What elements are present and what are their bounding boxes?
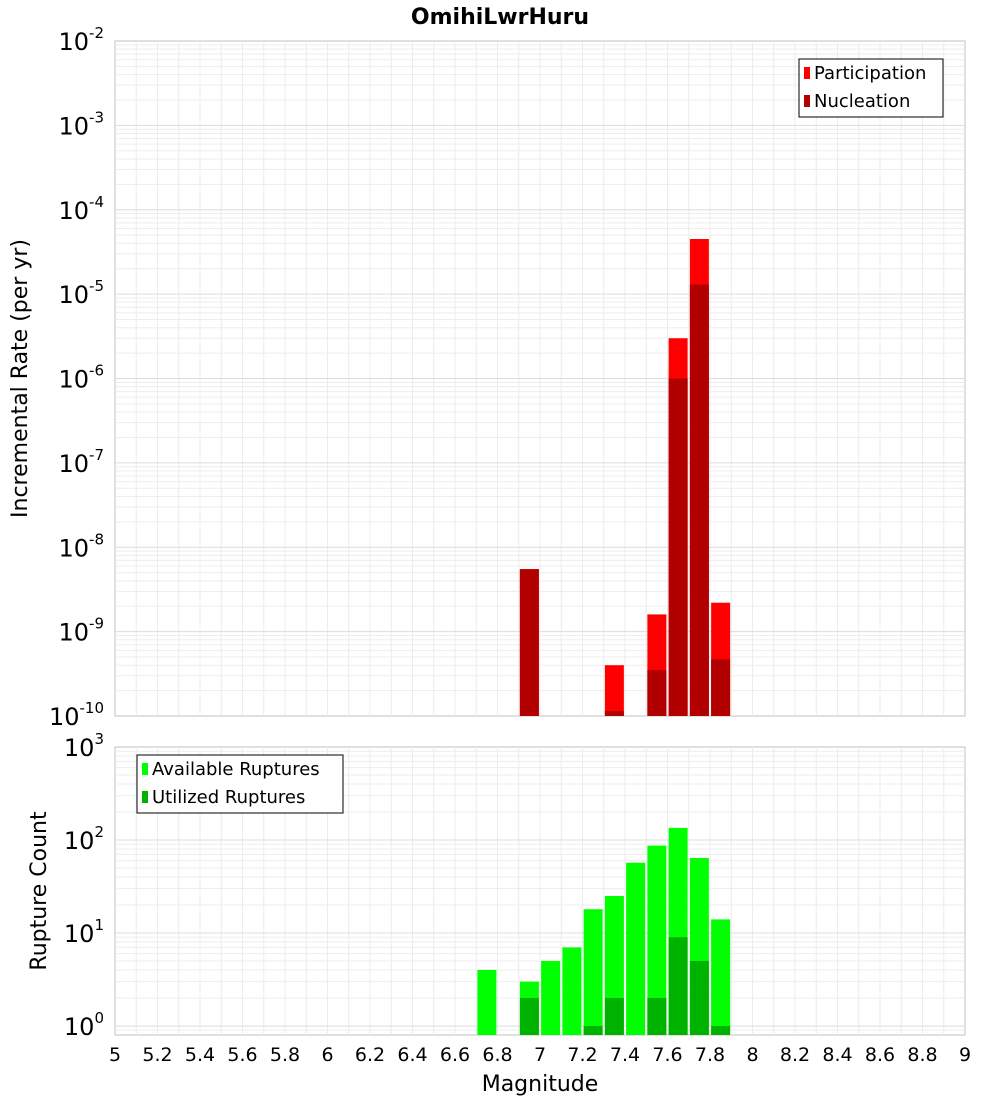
x-tick-label: 9 <box>959 1044 971 1066</box>
y-tick-label: 10-6 <box>58 362 104 394</box>
y-tick-label: 10-2 <box>58 24 104 56</box>
bar-utilized-ruptures <box>519 997 539 1035</box>
x-tick-label: 6.4 <box>397 1044 427 1066</box>
y-tick-label: 101 <box>64 916 104 948</box>
y-tick-label: 10-4 <box>58 193 104 225</box>
bar-nucleation <box>519 569 539 716</box>
x-tick-label: 8.4 <box>822 1044 852 1066</box>
x-tick-label: 5 <box>109 1044 121 1066</box>
bar-available-ruptures <box>477 969 497 1035</box>
x-tick-label: 5.4 <box>185 1044 215 1066</box>
count-panel: 100 101 102 103 Rupture Count Available Ruptu… <box>27 730 966 1041</box>
x-axis-label: Magnitude <box>482 1072 599 1097</box>
x-tick-label: 7.8 <box>695 1044 725 1066</box>
x-tick-label: 8.2 <box>780 1044 810 1066</box>
bar-utilized-ruptures <box>711 1025 731 1035</box>
x-tick-label: 6.6 <box>440 1044 470 1066</box>
y-tick-label: 10-5 <box>58 277 104 309</box>
bar-utilized-ruptures <box>604 997 624 1035</box>
bar-available-ruptures <box>562 947 582 1035</box>
x-tick-label: 8.6 <box>865 1044 895 1066</box>
x-tick-label: 6.2 <box>355 1044 385 1066</box>
y-tick-label: 10-10 <box>49 699 104 731</box>
legend-label: Utilized Ruptures <box>152 787 305 808</box>
bar-nucleation <box>604 710 624 716</box>
bar-available-ruptures <box>711 919 731 1035</box>
bar-nucleation <box>647 670 667 716</box>
bar-nucleation <box>689 284 709 716</box>
bar-available-ruptures <box>626 862 646 1035</box>
x-tick-label: 7.6 <box>652 1044 682 1066</box>
x-tick-label: 8 <box>746 1044 758 1066</box>
legend-swatch <box>804 95 810 107</box>
y-tick-label: 103 <box>64 730 104 762</box>
x-tick-label: 6.8 <box>482 1044 512 1066</box>
y-tick-label: 100 <box>64 1009 104 1041</box>
x-tick-label: 5.8 <box>270 1044 300 1066</box>
bar-participation <box>604 665 624 716</box>
x-tick-label: 5.2 <box>142 1044 172 1066</box>
legend: Participation Nucleation <box>798 58 944 118</box>
x-tick-label: 7 <box>534 1044 546 1066</box>
x-tick-label: 7.2 <box>567 1044 597 1066</box>
rate-panel: 10-10 10-9 10-8 10-7 10-6 10-5 10-4 10-3 10-2 Inc… <box>8 24 966 731</box>
legend-swatch <box>804 67 810 79</box>
bar-available-ruptures <box>583 909 603 1035</box>
y-tick-label: 10-8 <box>58 530 104 562</box>
bar-available-ruptures <box>541 960 561 1035</box>
bar-available-ruptures <box>647 845 667 1035</box>
bar-utilized-ruptures <box>647 997 667 1035</box>
x-tick-label: 8.8 <box>907 1044 937 1066</box>
y-tick-label: 10-7 <box>58 446 104 478</box>
x-tick-label: 7.4 <box>610 1044 640 1066</box>
bar-nucleation <box>668 378 688 716</box>
legend-swatch <box>142 763 148 775</box>
y-axis-label: Incremental Rate (per yr) <box>8 239 33 518</box>
legend-label: Available Ruptures <box>152 759 320 780</box>
bar-utilized-ruptures <box>689 960 709 1035</box>
y-tick-label: 102 <box>64 823 104 855</box>
legend-swatch <box>142 791 148 803</box>
bar-utilized-ruptures <box>668 937 688 1035</box>
x-tick-label: 6 <box>321 1044 333 1066</box>
legend-label: Participation <box>814 63 926 84</box>
y-axis-label: Rupture Count <box>27 811 52 971</box>
legend-label: Nucleation <box>814 91 910 112</box>
legend-box <box>136 754 344 814</box>
legend-box <box>798 58 944 118</box>
legend: Available Ruptures Utilized Ruptures <box>136 754 344 814</box>
bar-nucleation <box>711 659 731 716</box>
chart-title: OmihiLwrHuru <box>411 5 589 30</box>
bar-utilized-ruptures <box>583 1025 603 1035</box>
y-tick-label: 10-9 <box>58 615 104 647</box>
y-tick-label: 10-3 <box>58 108 104 140</box>
x-tick-label: 5.6 <box>227 1044 257 1066</box>
